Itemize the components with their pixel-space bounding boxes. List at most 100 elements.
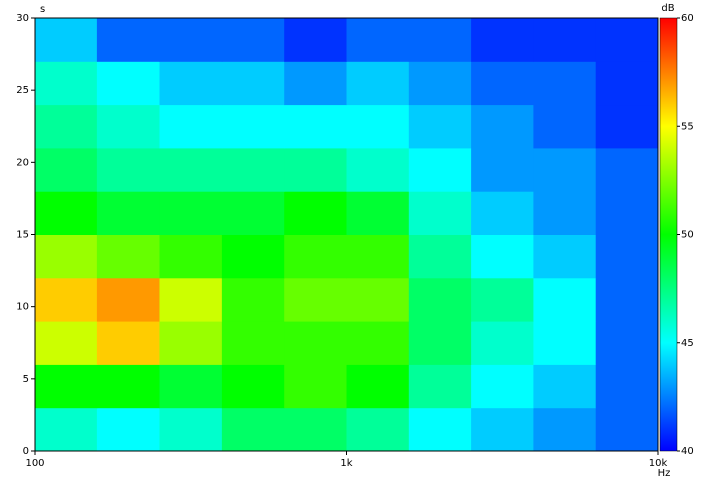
- heatmap-cell: [97, 18, 160, 62]
- heatmap-cell: [533, 191, 596, 235]
- y-tick-label: 25: [16, 85, 29, 96]
- heatmap-cell: [533, 364, 596, 408]
- colorbar-tick-label: 50: [681, 230, 694, 241]
- heatmap-cell: [35, 278, 97, 322]
- heatmap-cell: [471, 18, 534, 62]
- heatmap-cell: [533, 18, 596, 62]
- heatmap-cell: [159, 18, 222, 62]
- heatmap-cell: [471, 105, 534, 149]
- heatmap-cell: [97, 61, 160, 105]
- heatmap-cell: [596, 191, 659, 235]
- heatmap-cell: [35, 321, 97, 365]
- heatmap-cell: [284, 18, 347, 62]
- heatmap-cell: [159, 191, 222, 235]
- colorbar-tick-label: 60: [681, 13, 694, 24]
- heatmap-cell: [284, 105, 347, 149]
- y-tick-label: 15: [16, 230, 29, 241]
- heatmap-cell: [159, 364, 222, 408]
- heatmap-cell: [159, 235, 222, 279]
- heatmap-cell: [471, 321, 534, 365]
- heatmap-cell: [409, 61, 472, 105]
- y-tick-label: 5: [23, 374, 29, 385]
- heatmap-cell: [347, 278, 410, 322]
- x-unit: Hz: [658, 468, 671, 479]
- y-tick-label: 30: [16, 13, 29, 24]
- heatmap-cell: [596, 408, 659, 452]
- y-tick-label: 0: [23, 446, 29, 457]
- heatmap-cell: [533, 408, 596, 452]
- heatmap-cell: [97, 408, 160, 452]
- heatmap-cell: [596, 321, 659, 365]
- heatmap-cell: [533, 321, 596, 365]
- heatmap-cell: [159, 105, 222, 149]
- heatmap-cell: [35, 18, 97, 62]
- heatmap-cell: [222, 408, 285, 452]
- heatmap-cell: [284, 321, 347, 365]
- heatmap-cell: [284, 61, 347, 105]
- chart: s dB Hz 1001k10k0510152025304045505560: [0, 0, 712, 482]
- color-unit: dB: [661, 3, 674, 14]
- heatmap-cell: [35, 148, 97, 192]
- heatmap-cell: [409, 148, 472, 192]
- heatmap-cell: [409, 278, 472, 322]
- heatmap-cell: [409, 191, 472, 235]
- heatmap-cell: [347, 235, 410, 279]
- heatmap-cell: [284, 278, 347, 322]
- heatmap-cell: [159, 61, 222, 105]
- heatmap-cell: [533, 105, 596, 149]
- x-tick-label: 100: [25, 458, 44, 469]
- heatmap-cell: [222, 105, 285, 149]
- heatmap-cell: [284, 191, 347, 235]
- heatmap-cell: [596, 364, 659, 408]
- y-unit: s: [40, 4, 45, 15]
- heatmap-cell: [471, 278, 534, 322]
- heatmap-cell: [347, 321, 410, 365]
- heatmap-cell: [284, 235, 347, 279]
- heatmap-cell: [222, 321, 285, 365]
- heatmap-cell: [97, 364, 160, 408]
- heatmap-cell: [35, 408, 97, 452]
- heatmap-cell: [409, 235, 472, 279]
- heatmap-cell: [596, 105, 659, 149]
- heatmap-cell: [97, 191, 160, 235]
- heatmap-cell: [533, 235, 596, 279]
- heatmap-cell: [159, 321, 222, 365]
- heatmap-cell: [471, 408, 534, 452]
- heatmap-cell: [222, 364, 285, 408]
- heatmap-cell: [596, 278, 659, 322]
- heatmap-cell: [409, 105, 472, 149]
- heatmap-cell: [97, 278, 160, 322]
- heatmap-cell: [35, 191, 97, 235]
- x-tick-label: 1k: [340, 458, 352, 469]
- heatmap-cell: [471, 364, 534, 408]
- y-tick-label: 10: [16, 302, 29, 313]
- heatmap-cell: [347, 105, 410, 149]
- heatmap-cell: [409, 18, 472, 62]
- y-tick-label: 20: [16, 157, 29, 168]
- heatmap-cell: [596, 235, 659, 279]
- heatmap-cell: [471, 61, 534, 105]
- heatmap-cell: [97, 321, 160, 365]
- colorbar: [660, 18, 677, 451]
- heatmap-cell: [222, 18, 285, 62]
- heatmap-cell: [97, 235, 160, 279]
- heatmap-cell: [222, 278, 285, 322]
- heatmap-cell: [533, 148, 596, 192]
- heatmap-cell: [35, 364, 97, 408]
- heatmap-cell: [596, 18, 659, 62]
- heatmap-cell: [159, 148, 222, 192]
- colorbar-tick-label: 40: [681, 446, 694, 457]
- heatmap-cell: [471, 148, 534, 192]
- heatmap-cell: [347, 364, 410, 408]
- heatmap-cell: [284, 148, 347, 192]
- heatmap-cell: [97, 105, 160, 149]
- heatmap-cell: [533, 61, 596, 105]
- heatmap-cell: [284, 364, 347, 408]
- heatmap-cell: [409, 321, 472, 365]
- heatmap-cell: [159, 278, 222, 322]
- heatmap-cell: [347, 191, 410, 235]
- heatmap-cell: [35, 235, 97, 279]
- heatmap-cell: [222, 191, 285, 235]
- heatmap-cell: [347, 61, 410, 105]
- heatmap-cell: [347, 408, 410, 452]
